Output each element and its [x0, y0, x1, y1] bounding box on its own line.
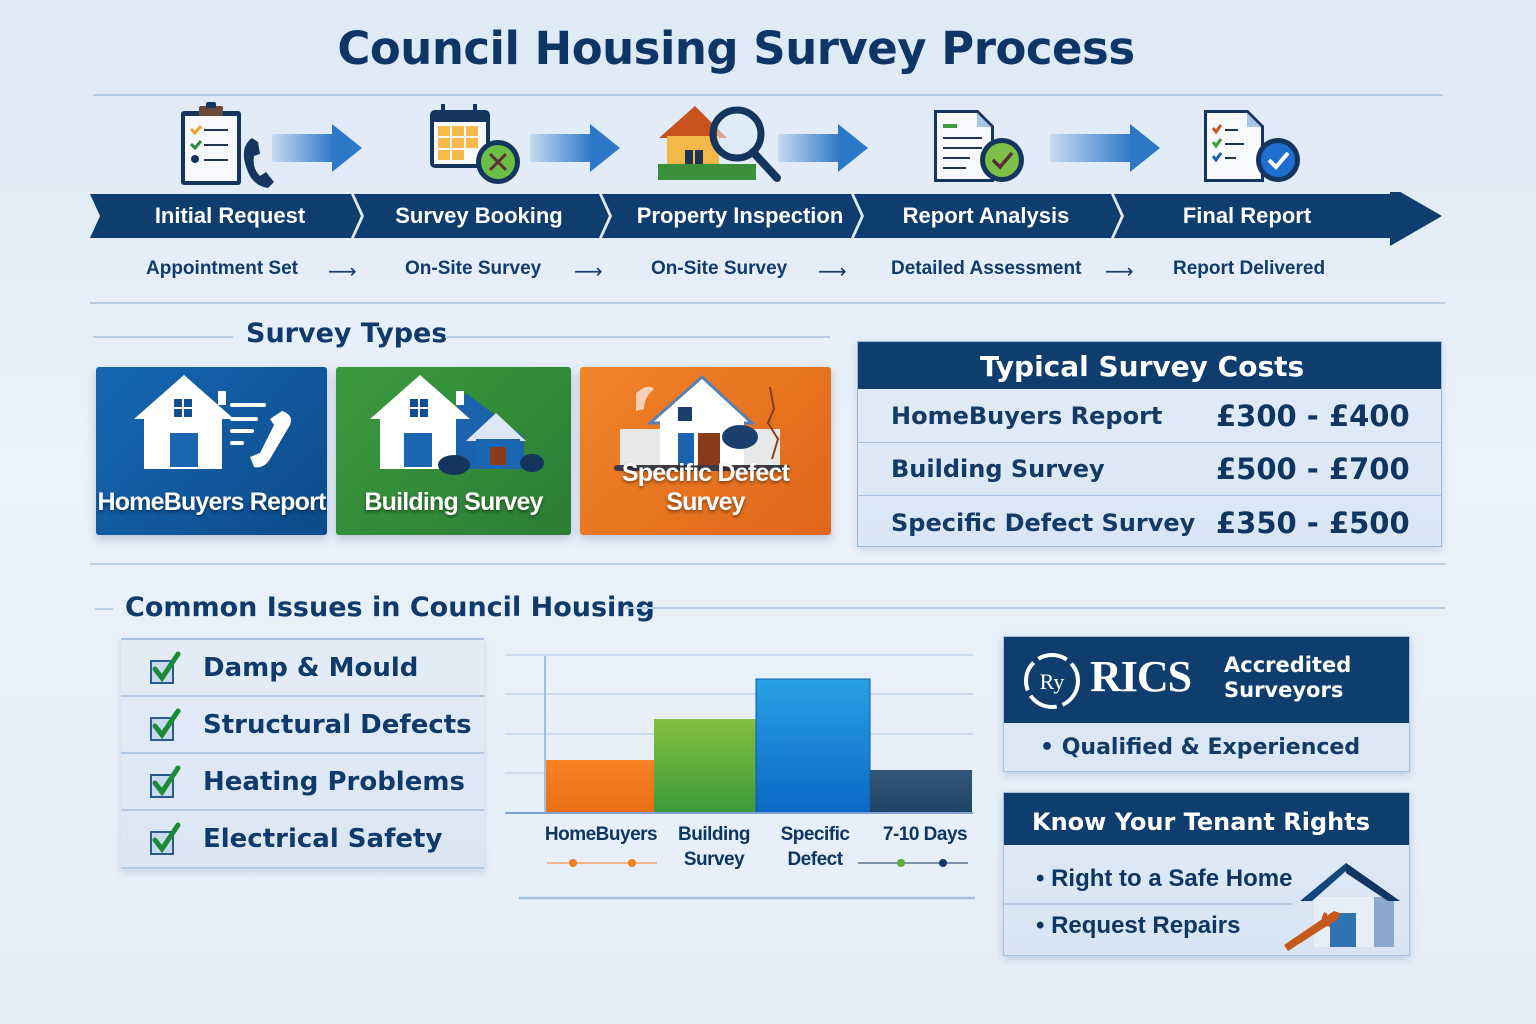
x-tick-label: Specific Defect [780, 824, 850, 870]
issue-label: Structural Defects [203, 709, 472, 740]
step-sub-label: Detailed Assessment [891, 258, 1082, 279]
cost-table: Typical Survey Costs HomeBuyers Report £… [857, 341, 1442, 547]
connector-arrow: ⟶ [574, 259, 603, 283]
survey-card-label: Specific Defect Survey [621, 459, 790, 516]
rics-logo-icon: Ry [1022, 651, 1082, 711]
step-sub-label: On-Site Survey [651, 258, 788, 279]
process-chevron-bar [90, 186, 1442, 248]
issue-label: Damp & Mould [203, 652, 419, 683]
house-magnifier-icon [655, 100, 781, 190]
cost-row-price: £350 - £500 [1216, 505, 1410, 540]
connector-arrow: ⟶ [818, 259, 847, 283]
cost-row-name: HomeBuyers Report [891, 401, 1163, 430]
survey-types-heading: Survey Types [246, 318, 448, 349]
checklist-check-icon [1200, 100, 1310, 190]
flow-arrow-icon [1050, 124, 1160, 172]
section-divider [90, 302, 1445, 304]
rics-bullet: • Qualified & Experienced [1040, 735, 1361, 760]
heading-rule [445, 336, 830, 338]
bar-chart: HomeBuyers Building Survey Specific Defe… [505, 650, 979, 910]
survey-card-defect[interactable]: Specific Defect Survey [580, 367, 831, 535]
rics-accredited-line1: Accredited [1224, 653, 1352, 677]
survey-card-homebuyers[interactable]: HomeBuyers Report [96, 367, 327, 535]
rics-header: Ry RICS Accredited Surveyors [1004, 637, 1409, 723]
flow-arrow-icon [530, 124, 630, 172]
connector-arrow: ⟶ [328, 259, 357, 283]
survey-card-building[interactable]: Building Survey [336, 367, 571, 535]
connector-arrow: ⟶ [1105, 259, 1134, 283]
issue-label: Heating Problems [203, 766, 465, 797]
bar-chart-plot [505, 654, 979, 900]
step-initial-request: Initial Request [154, 203, 306, 228]
tenant-rights-box: Know Your Tenant Rights • Right to a Saf… [1003, 792, 1410, 956]
cost-row-name: Specific Defect Survey [891, 508, 1196, 537]
bar-homebuyers [546, 760, 654, 813]
page-title: Council Housing Survey Process [337, 22, 1135, 75]
title-divider [93, 94, 1443, 96]
bar-building-survey [654, 719, 756, 813]
calendar-check-icon [428, 100, 538, 190]
cost-row: HomeBuyers Report £300 - £400 [858, 389, 1441, 442]
bar-7-10-days [870, 770, 972, 813]
survey-card-label: Building Survey [364, 488, 543, 516]
checkbox-checked-icon [149, 822, 183, 856]
issues-list: Damp & Mould Structural Defects Heating … [121, 638, 484, 870]
document-check-icon [930, 100, 1040, 190]
issue-item: Electrical Safety [121, 811, 484, 869]
cost-row-name: Building Survey [891, 455, 1105, 483]
x-tick-label: Building Survey [678, 824, 750, 870]
cost-row: Specific Defect Survey £350 - £500 [858, 495, 1441, 549]
cost-row-price: £300 - £400 [1216, 398, 1410, 433]
heading-rule [95, 608, 113, 610]
step-report-analysis: Report Analysis [902, 203, 1070, 228]
rics-logo-text: RICS [1090, 652, 1192, 701]
checkbox-checked-icon [149, 708, 183, 742]
checkbox-checked-icon [149, 651, 183, 685]
step-property-inspection: Property Inspection [636, 203, 844, 228]
cost-row: Building Survey £500 - £700 [858, 442, 1441, 495]
cost-table-heading: Typical Survey Costs [858, 342, 1441, 389]
common-issues-heading: Common Issues in Council Housing [125, 592, 655, 623]
rics-accreditation-box: Ry RICS Accredited Surveyors • Qualified… [1003, 636, 1410, 772]
bar-specific-defect [755, 678, 871, 814]
survey-card-label: HomeBuyers Report [97, 488, 326, 516]
house-repair-icon [1276, 861, 1406, 951]
heading-rule [93, 336, 233, 338]
step-final-report: Final Report [1182, 203, 1312, 228]
house-pair-icon [370, 375, 544, 475]
step-sub-label: Report Delivered [1173, 258, 1326, 279]
issue-item: Damp & Mould [121, 640, 484, 697]
x-tick-label: HomeBuyers [544, 824, 658, 845]
step-sub-label: Appointment Set [146, 258, 298, 279]
tenant-rights-heading: Know Your Tenant Rights [1004, 793, 1409, 845]
svg-text:Ry: Ry [1040, 669, 1065, 694]
x-tick-label: 7-10 Days [882, 824, 968, 845]
section-divider [90, 563, 1445, 565]
issue-item: Structural Defects [121, 697, 484, 754]
issue-label: Electrical Safety [203, 824, 443, 854]
house-document-icon [134, 375, 291, 469]
tenant-right-item: • Right to a Safe Home [1036, 865, 1293, 892]
rics-accredited-line2: Surveyors [1224, 678, 1344, 702]
checkbox-checked-icon [149, 765, 183, 799]
heading-rule [625, 607, 1445, 609]
rights-divider [1004, 903, 1292, 905]
step-survey-booking: Survey Booking [395, 203, 563, 228]
cost-row-price: £500 - £700 [1216, 452, 1410, 486]
flow-arrow-icon [778, 124, 878, 172]
flow-arrow-icon [272, 124, 372, 172]
tenant-right-item: • Request Repairs [1036, 912, 1241, 939]
issue-item: Heating Problems [121, 754, 484, 811]
damaged-house-icon [614, 374, 790, 471]
clipboard-phone-icon [170, 100, 280, 190]
step-sub-label: On-Site Survey [405, 258, 542, 279]
